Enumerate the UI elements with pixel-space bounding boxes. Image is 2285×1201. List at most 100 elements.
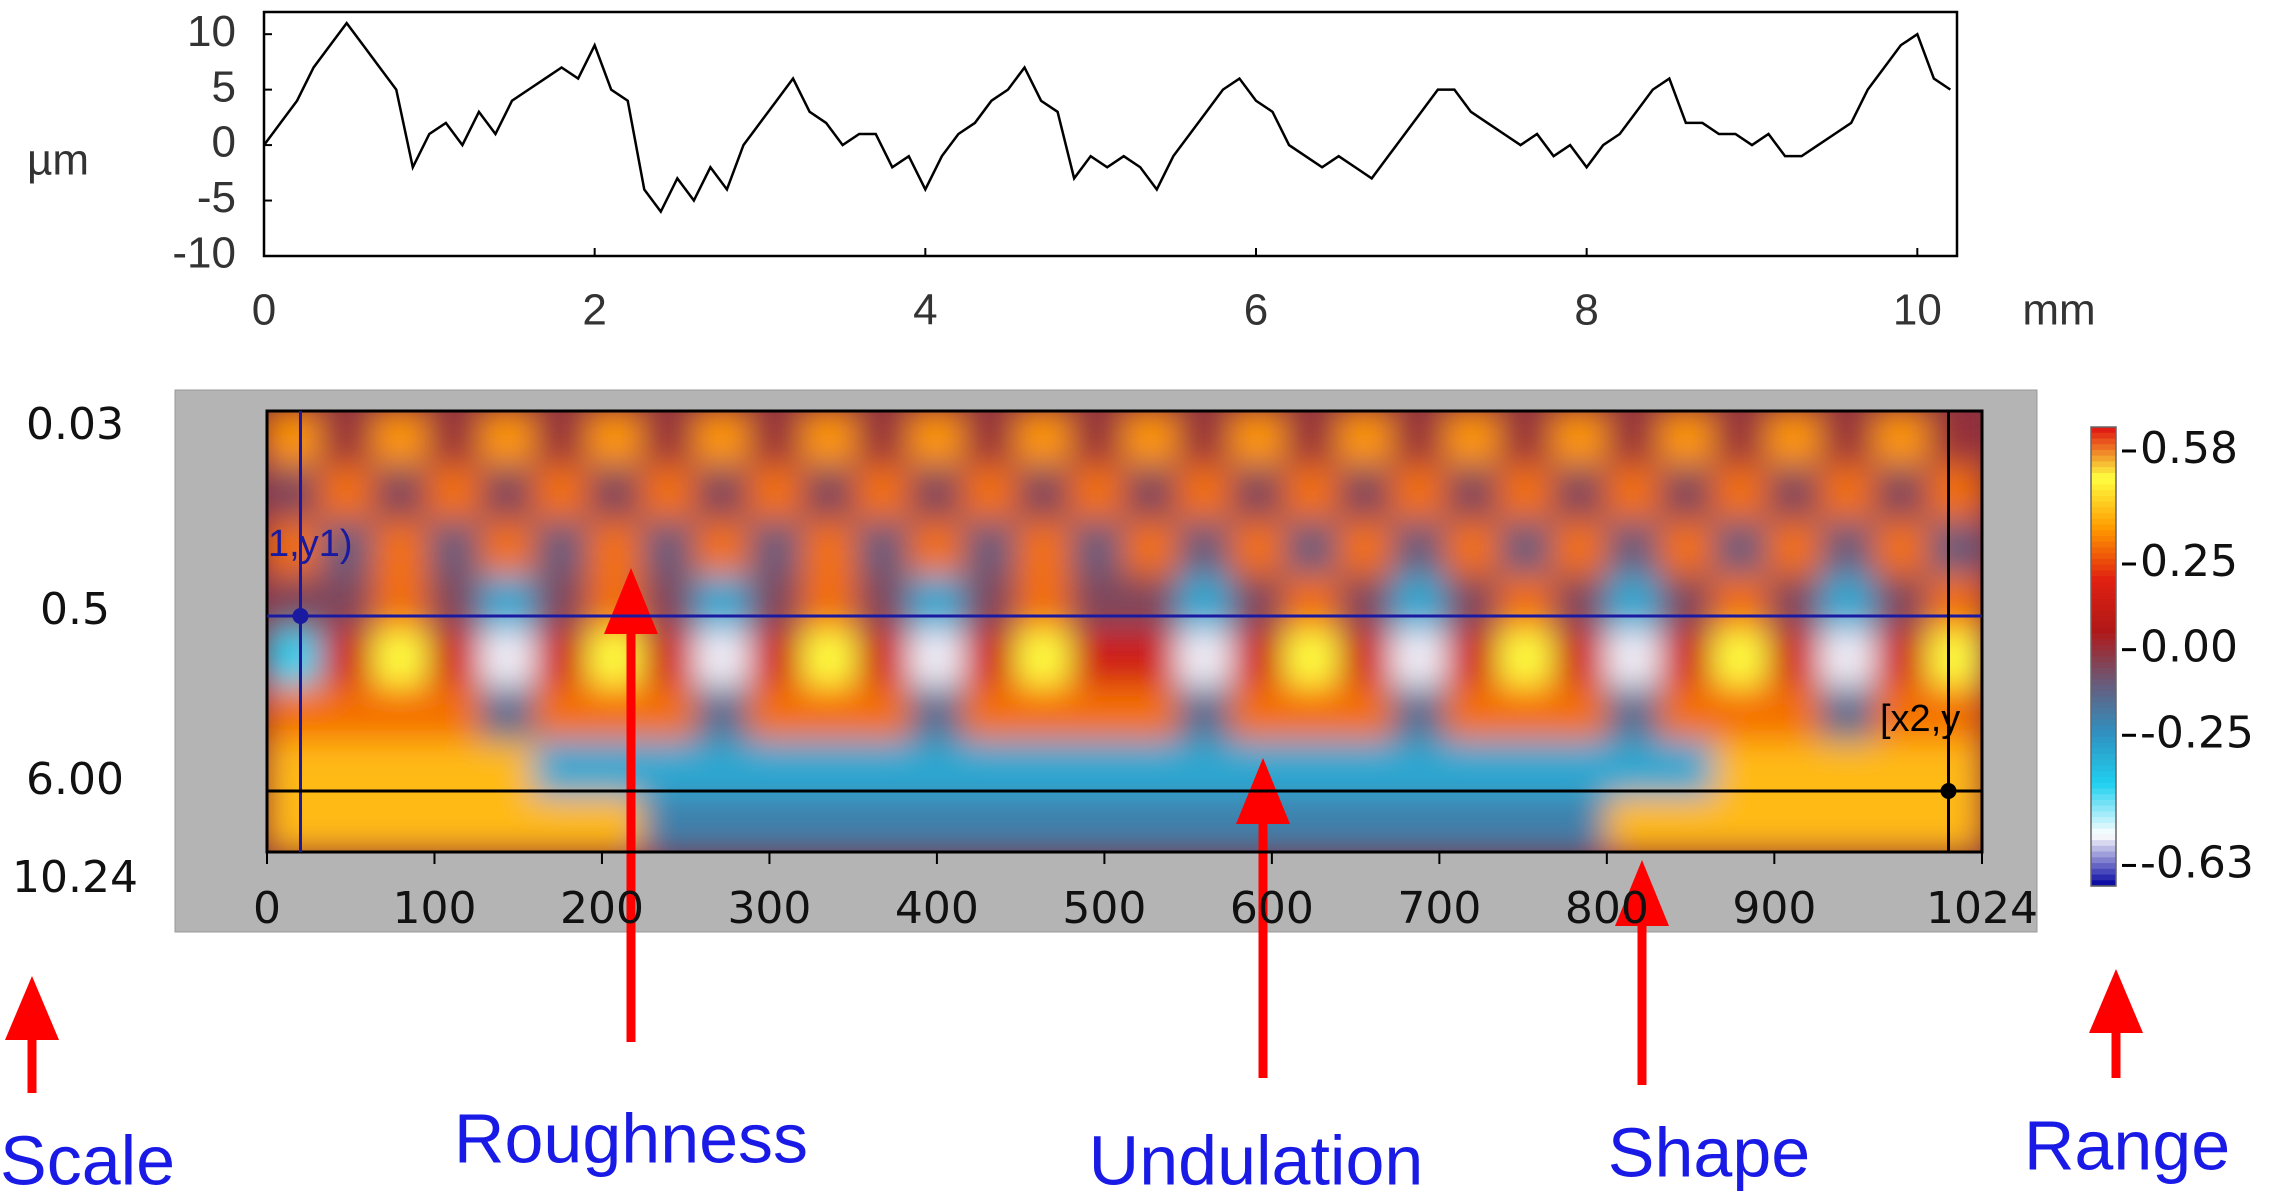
heat-cell — [267, 465, 322, 523]
colorbar-segment — [2091, 627, 2116, 635]
heat-cell — [1391, 411, 1448, 468]
heat-cell — [426, 411, 483, 468]
heat-cell — [1713, 575, 1769, 633]
heat-cell — [533, 575, 590, 633]
heat-cell — [1713, 411, 1769, 468]
heat-cell — [1820, 520, 1876, 578]
heat-cell — [1016, 795, 1072, 852]
heat-cell — [1177, 520, 1233, 578]
colorbar-segment — [2091, 731, 2116, 738]
y-label: 0.03 — [26, 399, 124, 450]
x-tick-label: 200 — [560, 883, 644, 934]
heat-cell — [748, 520, 804, 578]
heat-cell — [1445, 520, 1501, 578]
heat-cell — [855, 630, 912, 688]
heat-cell — [855, 740, 912, 798]
heat-cell — [1123, 740, 1180, 798]
heat-cell — [319, 411, 376, 468]
heat-cell — [962, 465, 1019, 523]
colorbar-segment — [2091, 645, 2116, 652]
colorbar-segment — [2091, 599, 2116, 606]
x-tick-label: 800 — [1565, 883, 1649, 934]
heat-cell — [909, 795, 965, 852]
colorbar-segment — [2091, 811, 2116, 818]
heat-cell — [1284, 795, 1340, 852]
heat-cell — [1659, 411, 1716, 468]
heat-cell — [1605, 411, 1662, 468]
colorbar-segment — [2091, 604, 2116, 612]
heat-cell — [909, 740, 965, 798]
colorbar-segment — [2091, 444, 2116, 451]
heat-cell — [1873, 411, 1930, 468]
heat-cell — [1498, 685, 1555, 743]
heat-cell — [426, 575, 483, 633]
y-label: 6.00 — [26, 754, 124, 805]
heat-cell — [319, 740, 376, 798]
x-tick-label: 700 — [1397, 883, 1481, 934]
heat-cell — [1873, 740, 1930, 798]
heat-cell — [1498, 520, 1555, 578]
heat-cell — [1498, 795, 1555, 852]
heat-cell — [1605, 465, 1662, 523]
heat-cell — [1337, 575, 1394, 633]
heat-cell — [1820, 575, 1876, 633]
heat-cell — [1016, 740, 1072, 798]
heat-cell — [855, 520, 912, 578]
heat-cell — [1873, 630, 1930, 688]
colorbar-segment — [2091, 673, 2116, 681]
heat-cell — [1713, 465, 1769, 523]
heat-cell — [909, 465, 965, 523]
heat-cell — [319, 520, 376, 578]
arrow-head — [2089, 969, 2143, 1033]
heat-cell — [1069, 520, 1126, 578]
colorbar-segment — [2091, 725, 2116, 732]
heat-cell — [1337, 685, 1394, 743]
heat-cell — [694, 630, 751, 688]
colorbar-segment — [2091, 650, 2116, 658]
heat-cell — [1230, 411, 1287, 468]
heat-cell — [1445, 411, 1501, 468]
heat-cell — [1605, 740, 1662, 798]
heat-cell — [1230, 575, 1287, 633]
y-tick-label: 0 — [212, 118, 236, 167]
heat-cell — [267, 411, 322, 468]
heat-cell — [909, 411, 965, 468]
colorbar-tick-label: 0.25 — [2140, 536, 2238, 587]
heat-cell — [1552, 575, 1608, 633]
colorbar-segment — [2091, 736, 2116, 744]
heat-cell — [1016, 685, 1072, 743]
heat-cell — [533, 520, 590, 578]
heat-cell — [426, 465, 483, 523]
profile-line — [262, 20, 1952, 215]
heat-cell — [373, 740, 429, 798]
x-tick-label: 8 — [1574, 286, 1598, 335]
heat-cell — [267, 520, 322, 578]
heat-cell — [267, 795, 322, 852]
heat-cell — [1069, 465, 1126, 523]
heat-cell — [748, 575, 804, 633]
heat-cell — [962, 630, 1019, 688]
heat-cell — [1123, 465, 1180, 523]
colorbar-segment — [2091, 553, 2116, 560]
heat-cell — [1123, 795, 1180, 852]
heat-cell — [533, 740, 590, 798]
heat-cell — [267, 575, 322, 633]
heat-cell — [748, 465, 804, 523]
x-tick-label: 100 — [392, 883, 476, 934]
colorbar-segment — [2091, 438, 2116, 445]
heat-cell — [1016, 411, 1072, 468]
heat-cell — [1820, 685, 1876, 743]
heat-cell — [373, 630, 429, 688]
heat-cell — [373, 465, 429, 523]
heat-cell — [1391, 795, 1448, 852]
heat-cell — [641, 465, 697, 523]
colorbar-segment — [2091, 558, 2116, 566]
heat-cell — [1873, 685, 1930, 743]
heat-cell — [694, 795, 751, 852]
colorbar-tick-label: -0.63 — [2140, 837, 2254, 888]
heat-cell — [855, 575, 912, 633]
colorbar-segment — [2091, 662, 2116, 669]
heat-cell — [1659, 630, 1716, 688]
heat-cell — [1820, 740, 1876, 798]
colorbar-segment — [2091, 828, 2116, 835]
